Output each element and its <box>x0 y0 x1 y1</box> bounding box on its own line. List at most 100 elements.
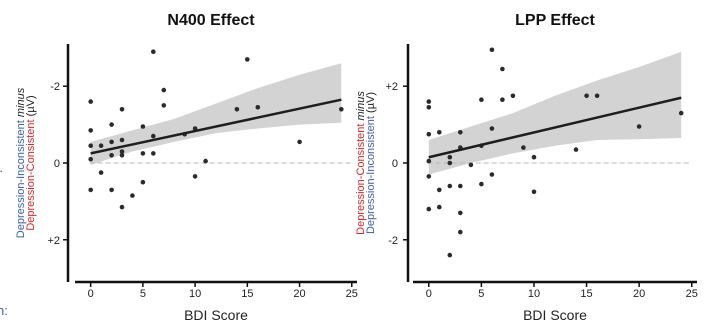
data-point <box>109 153 114 158</box>
data-point <box>255 105 261 110</box>
edge-dot-fragment: · <box>0 163 3 178</box>
data-point <box>245 57 250 62</box>
y-axis-label-segment: minus <box>15 87 27 117</box>
data-point <box>140 151 146 156</box>
data-point <box>426 206 432 212</box>
y-tick-label: 0 <box>392 158 398 170</box>
data-point <box>500 97 505 102</box>
data-point <box>447 252 453 258</box>
y-axis-label-segment: Depression-Inconsistent <box>365 116 377 234</box>
n400-effect-chart: N400 Effect -2 0 +2 0 5 10 15 20 25 BDI Score Depre… <box>15 12 358 323</box>
data-point <box>234 107 240 112</box>
chart-title: LPP Effect <box>515 12 595 29</box>
x-axis-label: BDI Score <box>523 307 587 323</box>
x-axis-label: BDI Score <box>184 307 248 323</box>
x-tick-label: 0 <box>88 288 94 300</box>
data-point <box>426 105 432 110</box>
confidence-band <box>428 51 682 175</box>
data-point <box>594 93 600 99</box>
data-point <box>151 49 156 54</box>
data-point <box>510 93 516 99</box>
x-tick-label: 25 <box>686 288 698 300</box>
data-point <box>140 124 146 129</box>
x-tick-label: 10 <box>528 288 540 300</box>
y-tick-label: +2 <box>47 235 60 247</box>
y-axis-label-segment: Depression-Consistent <box>25 119 37 230</box>
data-point <box>479 97 484 102</box>
data-point <box>678 110 684 116</box>
data-point <box>426 131 432 137</box>
data-point <box>489 126 495 131</box>
data-point <box>468 162 474 168</box>
data-point <box>573 147 579 152</box>
data-point <box>426 99 432 104</box>
data-point <box>88 156 93 162</box>
data-point <box>130 193 135 198</box>
data-point <box>98 143 104 148</box>
x-tick-label: 5 <box>478 288 484 300</box>
data-point <box>521 145 526 150</box>
data-point <box>500 66 505 72</box>
y-tick-label: -2 <box>50 81 60 93</box>
x-tick-label: 20 <box>293 288 305 300</box>
data-point <box>119 137 125 143</box>
data-point <box>140 179 146 185</box>
data-point <box>119 149 125 154</box>
edge-text-fragment: n: <box>0 303 8 318</box>
chart-title: N400 Effect <box>167 12 255 29</box>
y-axis-label-segment: minus <box>355 91 367 121</box>
data-point <box>109 139 114 145</box>
data-point <box>119 204 125 210</box>
data-point <box>192 174 198 179</box>
data-point <box>458 229 463 235</box>
data-point <box>458 183 463 189</box>
data-point <box>458 130 463 135</box>
y-axis-label: Depression-Consistent minusDepression-In… <box>355 91 377 235</box>
data-point <box>161 103 167 108</box>
y-axis-label-segment: Depression-Consistent <box>355 124 367 235</box>
data-point <box>636 124 642 129</box>
data-point <box>151 133 156 139</box>
data-point <box>119 153 125 158</box>
y-tick-label: +2 <box>385 81 398 93</box>
data-point <box>479 181 484 187</box>
y-tick-label: 0 <box>54 158 60 170</box>
x-tick-label: 15 <box>241 288 253 300</box>
data-point <box>151 151 156 156</box>
data-point <box>447 160 453 166</box>
y-tick-label: -2 <box>388 235 398 247</box>
regression-line <box>428 96 682 159</box>
y-axis-label-segment: (µV) <box>365 92 377 116</box>
data-point <box>447 183 453 189</box>
data-point <box>88 187 93 193</box>
data-point <box>447 154 453 160</box>
confidence-band <box>90 63 342 165</box>
data-point <box>119 107 125 112</box>
x-tick-label: 5 <box>140 288 146 300</box>
data-point <box>531 154 537 160</box>
x-tick-label: 10 <box>189 288 201 300</box>
y-axis-label: Depression-Inconsistent minus Depression-… <box>15 87 37 238</box>
data-point <box>339 107 344 112</box>
data-point <box>437 204 442 210</box>
data-point <box>297 139 302 145</box>
data-point <box>584 93 589 99</box>
lpp-effect-chart: LPP Effect +2 0 -2 0 5 10 15 20 25 BDI Score Depres… <box>355 12 698 323</box>
x-tick-label: 20 <box>633 288 645 300</box>
data-point <box>161 87 167 93</box>
data-point <box>531 189 537 195</box>
data-point <box>458 210 463 216</box>
data-point <box>98 170 104 175</box>
data-point <box>489 47 495 53</box>
data-point <box>426 158 432 164</box>
data-point <box>437 130 442 135</box>
x-tick-label: 25 <box>346 288 358 300</box>
data-point <box>88 143 93 148</box>
data-point <box>489 172 495 177</box>
data-point <box>437 187 442 193</box>
data-point <box>88 99 93 104</box>
data-point <box>109 122 114 127</box>
x-tick-label: 0 <box>426 288 432 300</box>
data-point <box>88 128 93 133</box>
